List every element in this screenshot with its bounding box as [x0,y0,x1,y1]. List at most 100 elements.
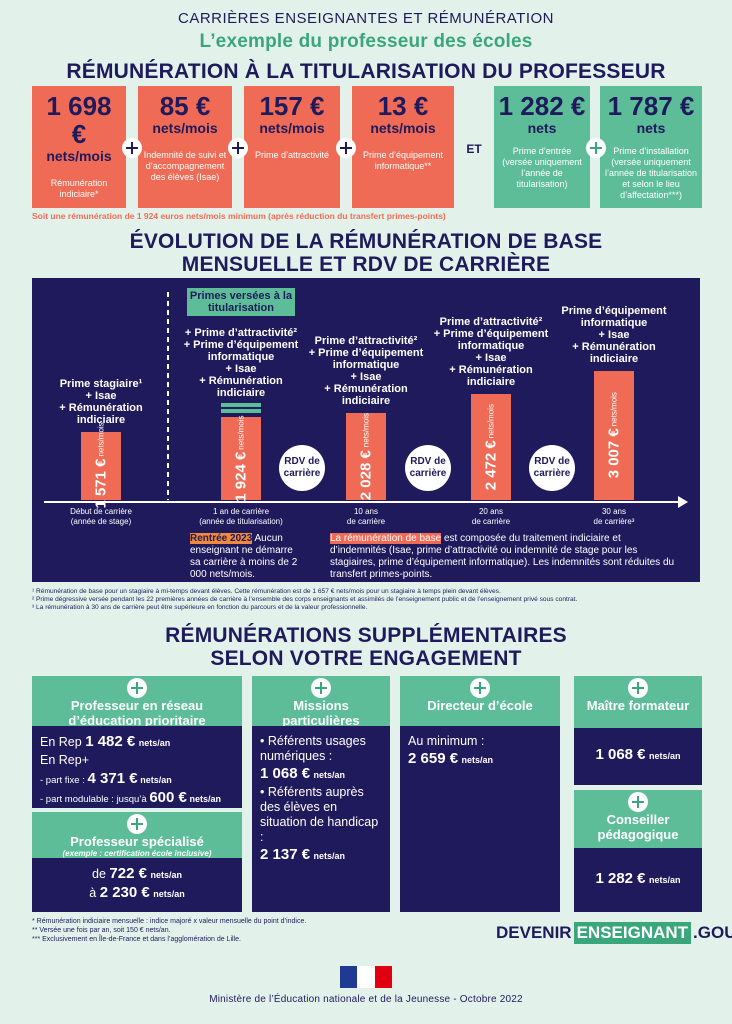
unit: nets/an [313,851,346,861]
bonus: + Isae [598,328,630,341]
stage-line: Début de carrière [70,507,132,516]
stage-line: 20 ans [478,507,504,516]
unit: nets/mois [259,120,325,136]
axis-arrow [678,496,688,508]
bar: 3 007 € nets/mois [594,370,634,500]
badge: Primes versées à la titularisation [187,288,295,316]
card-line: En Rep 1 482 € nets/an [40,734,234,751]
title-line: ÉVOLUTION DE LA RÉMUNÉRATION DE BASE [129,230,603,253]
stripe [221,409,261,414]
amount: 1 924 € [232,451,250,502]
footer-notes: * Rémunération indiciaire mensuelle : in… [32,917,472,944]
bonus: Prime d’attractivité² [314,334,418,347]
unit: nets/an [150,870,182,880]
label: Indemnité de suivi et d’accompagnement d… [143,150,227,182]
bonus: + Prime d’équipement informatique [308,346,424,371]
card-title: Maître formateur [586,698,690,713]
amount: 85 € [159,91,211,121]
amount: 1 482 € [85,733,136,750]
card-subtitle: (exemple : certification école inclusive… [62,849,212,858]
card-body: • Référents usages numériques : 1 068 € n… [252,726,390,912]
card-header: Missions particulières [252,676,390,728]
stage-line: 10 ans [353,507,379,516]
card-body: 1 282 € nets/an [574,848,702,912]
plus-icon [127,814,147,834]
footnote: *** Exclusivement en Île-de-France et da… [32,936,241,943]
unit: nets/mois [609,392,619,427]
rdv-circle: RDV de carrière [529,445,575,491]
bonus: + Isae [475,351,507,364]
card-header: Professeur en réseau d’éducation priorit… [32,676,242,728]
bonus: + Prime d’attractivité² [184,327,298,340]
unit: nets/mois [152,120,218,136]
footnote: ¹ Rémunération de base pour un stagiaire… [32,588,501,595]
title-line: RÉMUNÉRATIONS SUPPLÉMENTAIRES [165,624,567,647]
bar-label: 1 571 € nets/mois [81,423,121,509]
line-text: à [89,886,97,900]
label: Rémunération indiciaire* [50,178,108,199]
section-title: ÉVOLUTION DE LA RÉMUNÉRATION DE BASE MENS… [0,230,732,276]
brand: DEVENIR ENSEIGNANT .GOUV.FR [496,922,732,944]
career-footnotes: ¹ Rémunération de base pour un stagiaire… [32,588,712,612]
footnote: * Rémunération indiciaire mensuelle : in… [32,918,307,925]
plus-icon [586,138,606,158]
career-stage: 1 an de carrière (année de titularisation… [181,507,301,527]
amount: 13 € [377,91,429,121]
bar-label: 1 924 € nets/mois [221,415,261,501]
amount: 1 282 € [498,91,586,121]
highlight: Rentrée 2023 [190,533,253,544]
note-text: Aucun enseignant ne démarre sa carrière … [190,533,298,580]
line-text: - part modulable : jusqu’à [40,794,147,805]
subtitle: L’exemple du professeur des écoles [199,31,533,52]
amount: 1 787 € [607,91,695,121]
plus-icon [228,138,248,158]
note-text: est composée du traitement indiciaire et… [330,533,675,580]
card-line: - part modulable : jusqu’à 600 € nets/an [40,789,234,808]
card-line: 1 068 € nets/an [582,747,694,764]
bonus: Prime stagiaire¹ [59,378,143,391]
career-stage: Début de carrière (année de stage) [41,507,161,527]
plus-icon [127,678,147,698]
career-stage: 10 ans de carrière [306,507,426,527]
line-text: En Rep [40,735,82,749]
note-left: Rentrée 2023 Aucun enseignant ne démarre… [190,533,300,581]
card-line: • Référents auprès des élèves en situati… [260,785,382,845]
career-stage: 30 ans de carrière³ [554,507,674,527]
card-line: 2 659 € nets/an [408,751,552,768]
stage-line: (année de titularisation) [199,517,283,526]
highlight: La rémunération de base [330,533,442,544]
bonus: + Isae [225,363,257,376]
stage-line: de carrière [471,517,511,526]
card-line: 1 068 € nets/an [260,766,382,783]
label: Prime d’installation (versée uniquement … [604,146,698,200]
bonuses: Prime d’équipement informatique + Isae + R… [549,305,679,365]
card-line: à 2 230 € nets/an [40,885,234,902]
plus-icon [470,678,490,698]
section-title: RÉMUNÉRATION À LA TITULARISATION DU PROF… [66,60,666,83]
line-text: • Référents usages numériques : [260,734,366,763]
amount: 1 698 € [46,91,112,149]
amount: 1 571 € [92,459,110,510]
note-right: La rémunération de base est composée du … [330,533,675,581]
label: Prime d’équipement informatique** [362,150,444,171]
bonus: + Rémunération indiciaire [449,363,533,388]
amount-box: 157 € nets/mois Prime d’attractivité [244,86,340,208]
amount: 1 068 € [595,746,646,763]
stage-line: 1 an de carrière [212,507,270,516]
bonus: Prime d’attractivité² [439,315,543,328]
titularisation-note: Soit une rémunération de 1 924 euros net… [32,211,446,221]
card-title: Missions particulières [282,698,360,728]
card-body: Au minimum : 2 659 € nets/an [400,726,560,912]
unit: nets/an [153,889,185,899]
card-line: 2 137 € nets/an [260,847,382,864]
unit: nets/mois [486,403,496,438]
amount: 2 028 € [357,449,375,500]
plus-icon [628,678,648,698]
stripe [221,403,261,408]
bonus: + Rémunération indiciaire [572,340,656,365]
amount: 2 659 € [408,750,459,767]
stage-line: de carrière [346,517,386,526]
kicker: CARRIÈRES ENSEIGNANTES ET RÉMUNÉRATION [178,10,554,27]
bonuses: + Prime d’attractivité² + Prime d’équipem… [176,327,306,399]
rdv-circle: RDV de carrière [279,445,325,491]
